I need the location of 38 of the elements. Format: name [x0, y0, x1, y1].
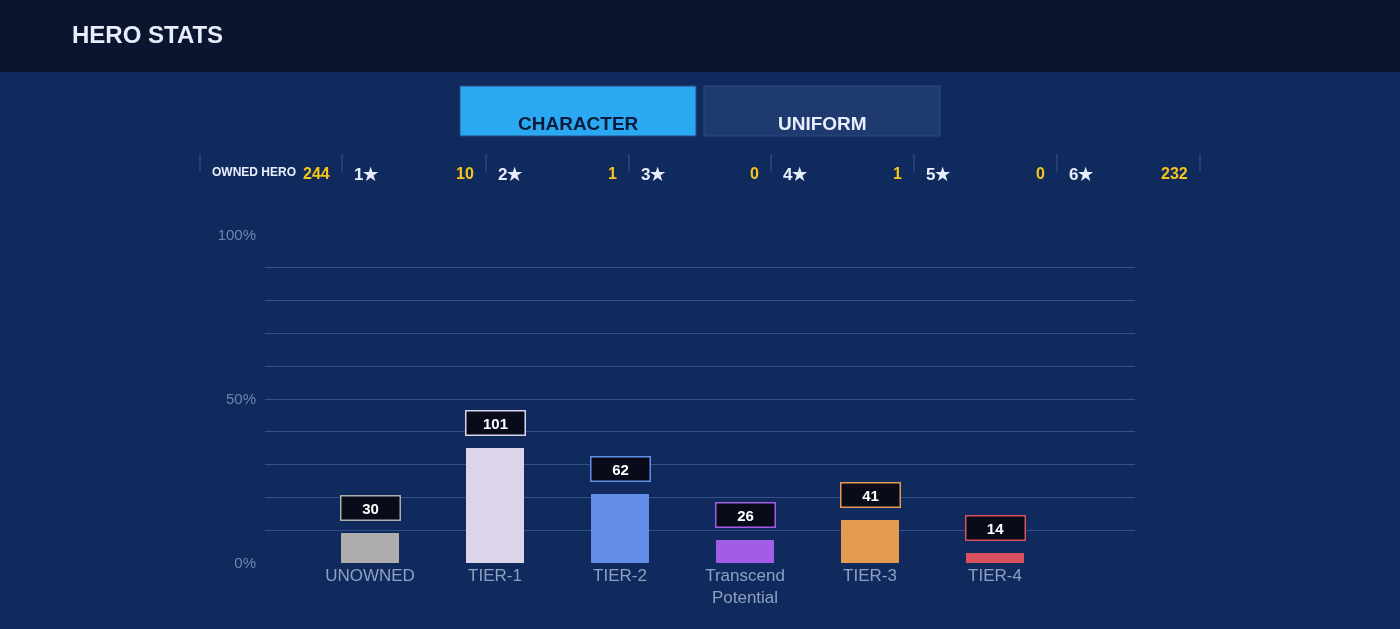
chart-title: HERO STATS: [72, 21, 224, 48]
text: 232: [1161, 165, 1188, 182]
bar: [966, 553, 1024, 563]
bar: [466, 448, 524, 563]
x-tick-label: TIER-3: [843, 566, 897, 585]
annotation: 62: [612, 460, 629, 478]
x-tick-label: TIER-1: [468, 566, 522, 585]
x-tick-label: TIER-2: [593, 566, 647, 585]
y-tick-label: 0%: [234, 554, 256, 572]
text: 6★: [1069, 165, 1095, 184]
annotation: 14: [986, 519, 1005, 537]
annotation: 101: [482, 414, 509, 432]
text: CHARACTER: [518, 113, 639, 134]
x-tick-label: UNOWNED: [325, 566, 415, 585]
text: 5★: [926, 165, 952, 184]
x-tick-label: Transcend Potential: [705, 566, 785, 608]
annotation: 26: [737, 506, 754, 524]
text: 1★: [354, 165, 380, 184]
y-tick-label: 100%: [217, 226, 256, 244]
text: 10: [456, 165, 474, 182]
y-tick-label: 50%: [225, 390, 256, 408]
x-tick-label: TIER-4: [968, 566, 1022, 585]
text: 4★: [783, 165, 809, 184]
bar: [841, 520, 899, 563]
bar: [591, 494, 649, 563]
text: OWNED HERO: [212, 165, 296, 179]
text: 3★: [641, 165, 667, 184]
text: 2★: [498, 165, 524, 184]
text: 0: [750, 165, 759, 182]
text: 0: [1036, 165, 1045, 182]
bar: [716, 540, 774, 563]
text: 244: [303, 165, 330, 182]
annotation: 41: [862, 486, 879, 504]
bar: [341, 533, 399, 563]
text: UNIFORM: [778, 113, 867, 134]
text: 1: [608, 165, 617, 182]
annotation: 30: [362, 499, 379, 517]
text: 1: [893, 165, 902, 182]
